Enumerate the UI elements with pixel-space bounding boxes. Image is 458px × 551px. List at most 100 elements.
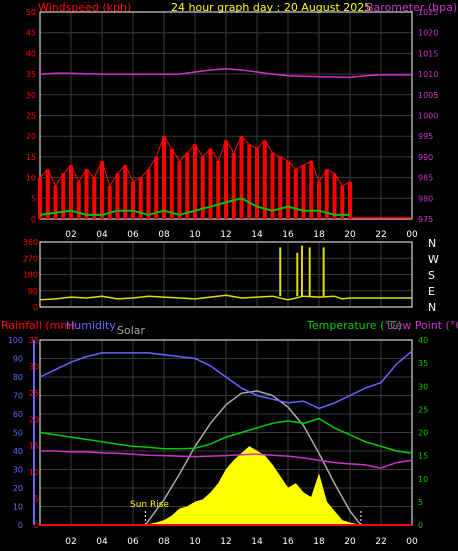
x-tick-label: 10 — [189, 537, 201, 547]
x-tick-label: 08 — [158, 537, 170, 547]
humidity-tick-label: 90 — [13, 355, 23, 364]
windspeed-tick-label: 45 — [26, 29, 36, 38]
direction-tick-label: 90 — [28, 287, 38, 296]
temperature-tick-label: 15 — [418, 452, 428, 461]
temperature-axis-label: Temperature (°C) — [306, 319, 402, 332]
sunrise-label: Sun Rise — [130, 500, 169, 510]
dewpoint-axis-label: Dew Point (°C) — [387, 319, 458, 332]
x-tick-label: 02 — [65, 537, 76, 547]
direction-series — [39, 245, 412, 301]
barometer-tick-label: 1025 — [418, 8, 438, 17]
humidity-axis-label: Humidity — [66, 319, 116, 332]
humidity-tick-label: 50 — [13, 429, 23, 438]
temperature-line — [39, 417, 413, 455]
x-tick-label: 00 — [406, 230, 418, 240]
rainfall-axis-label: Rainfall (mm) — [1, 319, 75, 332]
windspeed-tick-label: 15 — [26, 153, 36, 162]
rainfall-tick-label: 30 — [29, 362, 39, 371]
x-tick-label: 16 — [282, 230, 294, 240]
windspeed-tick-label: 25 — [26, 112, 36, 121]
barometer-tick-label: 1015 — [418, 49, 438, 58]
rainfall-tick-label: 20 — [29, 415, 39, 424]
direction-line — [39, 294, 412, 301]
temperature-tick-label: 40 — [418, 336, 428, 345]
x-tick-label: 18 — [313, 537, 325, 547]
humidity-tick-label: 10 — [13, 503, 23, 512]
windspeed-tick-label: 10 — [26, 174, 36, 183]
wind-y-tick-labels: 0 5 10 15 20 25 30 35 40 45 50 — [26, 8, 36, 224]
humidity-tick-label: 20 — [13, 484, 23, 493]
temperature-y-tick-labels: 0 5 10 15 20 25 30 35 40 — [418, 336, 428, 530]
barometer-axis-label: Barometer (hpa) — [366, 1, 457, 14]
x-tick-label: 06 — [127, 230, 139, 240]
barometer-tick-label: 1010 — [418, 70, 438, 79]
windspeed-tick-label: 30 — [26, 91, 36, 100]
x-tick-label: 20 — [344, 230, 356, 240]
direction-tick-label: 180 — [23, 271, 38, 280]
x-tick-label: 14 — [251, 230, 263, 240]
rainfall-tick-label: 15 — [29, 442, 39, 451]
barometer-tick-label: 1000 — [418, 112, 438, 121]
barometer-y-tick-labels: 975 980 985 990 995 1000 1005 1010 1015 1020 1025 — [418, 8, 438, 224]
temp-series — [39, 350, 413, 526]
x-tick-label: 02 — [65, 230, 76, 240]
compass-label: E — [428, 285, 435, 298]
barometer-tick-label: 985 — [418, 174, 433, 183]
humidity-tick-label: 0 — [18, 521, 23, 530]
windspeed-axis-label: Windspeed (kph) — [38, 1, 131, 14]
x-tick-label: 10 — [189, 230, 201, 240]
direction-grid — [40, 242, 412, 307]
wind-x-tick-labels: 02 04 06 08 10 12 14 16 18 20 22 00 — [65, 230, 418, 240]
barometer-tick-label: 980 — [418, 194, 433, 203]
x-tick-label: 04 — [96, 537, 108, 547]
temperature-tick-label: 25 — [418, 405, 428, 414]
x-tick-label: 14 — [251, 537, 263, 547]
rainfall-tick-label: 10 — [29, 468, 39, 477]
windspeed-tick-label: 0 — [31, 215, 36, 224]
direction-tick-label: 0 — [33, 303, 38, 312]
x-tick-label: 22 — [375, 230, 386, 240]
solar-max-curve — [144, 390, 362, 526]
rainfall-tick-label: 35 — [29, 336, 39, 345]
humidity-tick-label: 30 — [13, 466, 23, 475]
temperature-humidity-panel: Rainfall (mm) Humidity Solar Temperature… — [1, 319, 458, 547]
temperature-tick-label: 0 — [418, 521, 423, 530]
x-tick-label: 00 — [406, 537, 418, 547]
rainfall-tick-label: 25 — [29, 389, 39, 398]
temperature-tick-label: 35 — [418, 359, 428, 368]
windspeed-tick-label: 50 — [26, 8, 36, 17]
temperature-tick-label: 20 — [418, 429, 428, 438]
barometer-line — [39, 67, 412, 79]
windspeed-tick-label: 20 — [26, 132, 36, 141]
temperature-tick-label: 10 — [418, 475, 428, 484]
wind-series — [38, 67, 412, 219]
x-tick-label: 04 — [96, 230, 108, 240]
humidity-line — [39, 350, 413, 410]
barometer-tick-label: 975 — [418, 215, 433, 224]
solar-label: Solar — [117, 324, 146, 337]
windspeed-tick-label: 35 — [26, 70, 36, 79]
barometer-tick-label: 995 — [418, 132, 433, 141]
rainfall-tick-label: 0 — [34, 521, 39, 530]
barometer-tick-label: 1020 — [418, 29, 438, 38]
x-tick-label: 12 — [220, 230, 231, 240]
x-tick-label: 20 — [344, 537, 356, 547]
direction-y-tick-labels: 0 90 180 270 360 — [23, 238, 38, 312]
barometer-tick-label: 990 — [418, 153, 433, 162]
compass-label: W — [428, 253, 439, 266]
humidity-y-tick-labels: 0 10 20 30 40 50 60 70 80 90 100 — [8, 336, 23, 530]
compass-label: S — [428, 269, 435, 282]
x-tick-label: 08 — [158, 230, 170, 240]
x-tick-label: 06 — [127, 537, 139, 547]
rainfall-y-tick-labels: 0 5 10 15 20 25 30 35 — [29, 336, 39, 530]
windspeed-tick-label: 5 — [31, 194, 36, 203]
x-tick-label: 18 — [313, 230, 325, 240]
wind-average-line — [39, 197, 350, 216]
windspeed-tick-label: 40 — [26, 49, 36, 58]
temperature-tick-label: 30 — [418, 382, 428, 391]
wind-barometer-panel: Windspeed (kph) 24 hour graph day : 20 A… — [26, 1, 457, 240]
temp-x-tick-labels: 02 04 06 08 10 12 14 16 18 20 22 00 — [65, 537, 418, 547]
humidity-tick-label: 40 — [13, 447, 23, 456]
